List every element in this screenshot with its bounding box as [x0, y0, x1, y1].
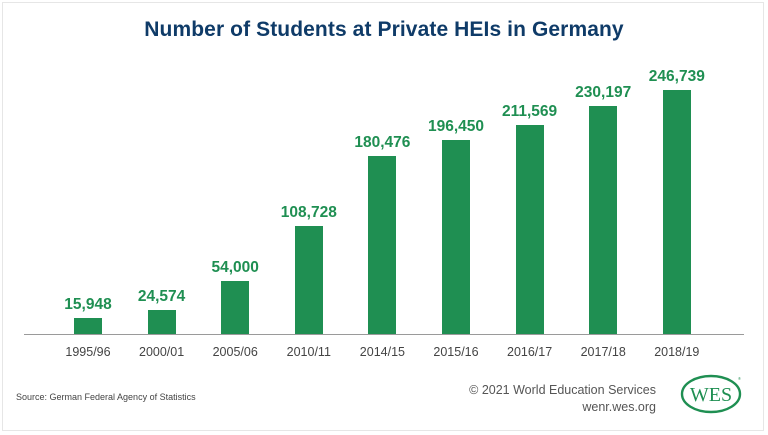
bar-value-label: 24,574 — [137, 288, 186, 305]
source-note: Source: German Federal Agency of Statist… — [16, 392, 196, 402]
copyright-text: © 2021 World Education Services — [469, 383, 656, 397]
website-link[interactable]: wenr.wes.org — [582, 400, 656, 414]
bar — [368, 156, 397, 334]
bar-value-label: 246,739 — [648, 68, 705, 85]
bar — [221, 281, 250, 334]
bar-value-label: 211,569 — [502, 103, 558, 120]
x-axis-tick-label: 2010/11 — [286, 345, 331, 359]
x-axis-tick-label: 1995/96 — [65, 345, 111, 359]
bar — [147, 310, 176, 334]
copyright-block: © 2021 World Education Services wenr.wes… — [469, 382, 656, 416]
x-axis-tick-label: 2005/06 — [212, 345, 258, 359]
bar-value-label: 196,450 — [427, 118, 485, 135]
bar — [442, 140, 470, 334]
bar — [515, 125, 544, 334]
x-axis-tick-label: 2015/16 — [433, 345, 479, 359]
bar-value-label: 230,197 — [575, 84, 632, 101]
chart-frame — [2, 2, 764, 431]
x-axis-tick-label: 2017/18 — [580, 345, 626, 359]
x-axis-tick-label: 2014/15 — [359, 345, 405, 359]
bar — [662, 90, 691, 334]
x-axis-tick-label: 2016/17 — [507, 345, 553, 359]
x-axis-line — [24, 334, 744, 335]
bar — [74, 318, 102, 334]
chart-title: Number of Students at Private HEIs in Ge… — [144, 18, 624, 41]
wes-logo-icon: WES ® — [680, 374, 742, 414]
x-axis-tick-label: 2000/01 — [139, 345, 185, 359]
svg-text:®: ® — [738, 376, 741, 381]
bar-value-label: 15,948 — [64, 296, 112, 313]
bar-value-label: 54,000 — [211, 259, 259, 276]
bar — [294, 226, 323, 334]
bar-value-label: 108,728 — [280, 204, 337, 221]
x-axis-tick-label: 2018/19 — [654, 345, 700, 359]
bar — [589, 106, 618, 334]
bar-value-label: 180,476 — [354, 134, 411, 151]
svg-text:WES: WES — [690, 384, 732, 406]
